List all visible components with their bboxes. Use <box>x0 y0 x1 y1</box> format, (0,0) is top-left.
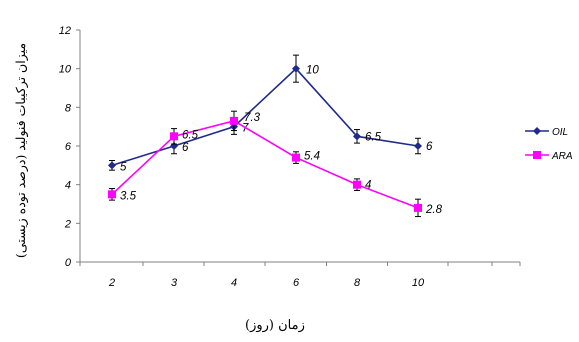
data-label: 6.5 <box>182 129 199 141</box>
data-point-oil <box>292 64 300 73</box>
y-tick-label: 10 <box>59 64 72 76</box>
legend-label: OIL <box>552 127 568 138</box>
legend-marker <box>533 151 541 159</box>
legend-item-oil: OIL <box>525 127 568 138</box>
data-label: 6 <box>182 142 189 154</box>
data-label: 7.3 <box>244 112 261 124</box>
legend-item-ara: ARA <box>525 151 573 162</box>
data-point-oil <box>414 142 422 150</box>
series-line-oil <box>111 67 419 167</box>
y-tick-label: 6 <box>65 141 72 153</box>
data-point-ara <box>292 153 300 162</box>
data-point-ara <box>414 203 422 212</box>
series-ara: 3.5 6.5 7.3 5.4 4 2.8 <box>108 110 443 218</box>
legend-label: ARA <box>551 151 573 162</box>
x-tick-label: 2 <box>108 277 115 289</box>
data-label: 3.5 <box>120 190 137 202</box>
x-axis-title: زمان (روز) <box>0 318 579 333</box>
data-label: 7 <box>242 123 249 135</box>
y-tick-label: 8 <box>65 102 72 114</box>
y-tick-label: 2 <box>64 218 71 230</box>
chart-legend: OIL ARA <box>525 127 573 162</box>
data-label: 6 <box>426 141 433 153</box>
x-tick-label: 4 <box>231 277 237 289</box>
data-label: 5.4 <box>304 151 320 163</box>
x-axis-title-text: زمان (روز) <box>245 318 305 333</box>
x-tick-label: 3 <box>171 277 178 289</box>
data-label: 5 <box>120 161 127 173</box>
data-point-oil <box>353 132 361 141</box>
data-label: 4 <box>365 180 371 192</box>
data-point-oil <box>108 161 116 170</box>
x-tick-label: 6 <box>293 277 300 289</box>
legend-marker <box>533 127 541 135</box>
series-line-ara <box>111 120 419 209</box>
data-point-ara <box>230 116 238 125</box>
y-tick-label: 0 <box>65 257 72 269</box>
data-point-ara <box>170 132 178 141</box>
x-tick-label: 10 <box>412 277 425 289</box>
y-tick-label: 4 <box>65 180 71 192</box>
data-label: 2.8 <box>425 204 443 216</box>
data-point-ara <box>353 180 361 189</box>
data-label: 10 <box>306 65 319 77</box>
data-point-ara <box>108 190 116 199</box>
chart-axes: 0 2 4 6 8 10 12 2 3 4 6 8 10 <box>59 25 521 289</box>
x-tick-label: 8 <box>354 277 361 289</box>
y-tick-label: 12 <box>59 25 71 37</box>
data-label: 6.5 <box>365 131 382 143</box>
